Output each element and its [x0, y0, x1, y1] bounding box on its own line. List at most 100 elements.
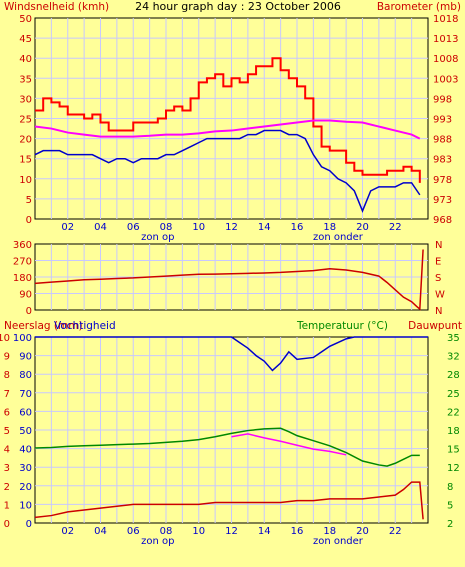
- climate-xtick: 22: [389, 526, 402, 537]
- wind-xtick: 08: [160, 222, 173, 233]
- temperature-ytick: 25: [447, 389, 460, 400]
- wind-xtick: 12: [225, 222, 238, 233]
- humidity-ytick: 90: [19, 352, 32, 363]
- direction-ytick: 270: [13, 257, 32, 268]
- dewpoint-axis-label: Dauwpunt: [408, 320, 462, 332]
- humidity-ytick: 70: [19, 389, 32, 400]
- climate-xtick: 14: [258, 526, 271, 537]
- wind-xtick: 20: [356, 222, 369, 233]
- temperature-ytick: 2: [447, 519, 453, 530]
- baro-ytick: 1013: [433, 34, 458, 45]
- wind-annotation: zon op: [141, 232, 174, 243]
- climate-xtick: 08: [160, 526, 173, 537]
- wind-xtick: 14: [258, 222, 271, 233]
- humidity-ytick: 0: [26, 519, 32, 530]
- wind-ytick: 0: [26, 215, 32, 226]
- humidity-ytick: 10: [19, 500, 32, 511]
- direction-ytick: 360: [13, 240, 32, 251]
- compass-ytick: N: [435, 306, 442, 317]
- compass-ytick: W: [435, 290, 445, 301]
- humidity-ytick: 100: [13, 333, 32, 344]
- wind-gust-line: [35, 57, 421, 183]
- wind-ytick: 45: [19, 34, 32, 45]
- temperature-axis-label: Temperatuur (°C): [296, 320, 388, 332]
- climate-annotation: zon onder: [313, 536, 364, 547]
- humidity-ytick: 20: [19, 482, 32, 493]
- rain-ytick: 3: [4, 463, 10, 474]
- rain-ytick: 0: [4, 519, 10, 530]
- wind-ytick: 35: [19, 74, 32, 85]
- compass-ytick: E: [435, 257, 441, 268]
- humidity-ytick: 60: [19, 407, 32, 418]
- wind-average-line: [34, 129, 421, 213]
- wind-xtick: 10: [192, 222, 205, 233]
- compass-ytick: N: [435, 240, 442, 251]
- wind-ytick: 40: [19, 54, 32, 65]
- humidity-ytick: 80: [19, 370, 32, 381]
- wind-ytick: 25: [19, 115, 32, 126]
- rain-ytick: 8: [4, 370, 10, 381]
- climate-xtick: 02: [61, 526, 74, 537]
- rain-ytick: 2: [4, 482, 10, 493]
- wind-annotation: zon onder: [313, 232, 364, 243]
- temperature-ytick: 28: [447, 370, 460, 381]
- direction-ytick: 180: [13, 273, 32, 284]
- rain-ytick: 9: [4, 352, 10, 363]
- wind-xtick: 16: [291, 222, 304, 233]
- temperature-ytick: 32: [447, 352, 460, 363]
- rain-ytick: 10: [0, 333, 10, 344]
- wind-speed-axis-label: Windsnelheid (kmh): [4, 1, 109, 13]
- climate-annotation: zon op: [141, 536, 174, 547]
- direction-ytick: 0: [26, 306, 32, 317]
- baro-ytick: 968: [433, 215, 452, 226]
- humidity-line: [35, 336, 428, 372]
- wind-direction-line: [34, 249, 424, 311]
- humidity-axis-label: Vochtigheid: [54, 320, 116, 332]
- baro-ytick: 973: [433, 195, 452, 206]
- climate-xtick: 20: [356, 526, 369, 537]
- humidity-ytick: 50: [19, 426, 32, 437]
- wind-ytick: 10: [19, 175, 32, 186]
- chart-title: 24 hour graph day : 23 October 2006: [135, 0, 341, 13]
- rain-ytick: 6: [4, 407, 10, 418]
- wind-ytick: 15: [19, 155, 32, 166]
- climate-xtick: 12: [225, 526, 238, 537]
- baro-ytick: 988: [433, 135, 452, 146]
- baro-ytick: 983: [433, 155, 452, 166]
- wind-ytick: 20: [19, 135, 32, 146]
- wind-xtick: 22: [389, 222, 402, 233]
- temperature-ytick: 5: [447, 500, 453, 511]
- wind-ytick: 5: [26, 195, 32, 206]
- humidity-ytick: 40: [19, 445, 32, 456]
- climate-xtick: 04: [94, 526, 107, 537]
- climate-xtick: 18: [323, 526, 336, 537]
- baro-ytick: 1018: [433, 14, 458, 25]
- temperature-ytick: 8: [447, 482, 453, 493]
- baro-ytick: 1008: [433, 54, 458, 65]
- temperature-ytick: 22: [447, 407, 460, 418]
- humidity-ytick: 30: [19, 463, 32, 474]
- climate-xtick: 06: [127, 526, 140, 537]
- temperature-ytick: 15: [447, 445, 460, 456]
- temperature-line: [34, 427, 420, 467]
- baro-ytick: 998: [433, 94, 452, 105]
- direction-ytick: 90: [19, 290, 32, 301]
- climate-xtick: 16: [291, 526, 304, 537]
- compass-ytick: S: [435, 273, 441, 284]
- baro-ytick: 978: [433, 175, 452, 186]
- rain-ytick: 5: [4, 426, 10, 437]
- wind-xtick: 04: [94, 222, 107, 233]
- baro-ytick: 1003: [433, 74, 458, 85]
- wind-ytick: 30: [19, 94, 32, 105]
- wind-ytick: 50: [19, 14, 32, 25]
- temperature-ytick: 35: [447, 333, 460, 344]
- wind-xtick: 02: [61, 222, 74, 233]
- barometer-line: [34, 119, 421, 140]
- rain-ytick: 1: [4, 500, 10, 511]
- wind-xtick: 06: [127, 222, 140, 233]
- climate-xtick: 10: [192, 526, 205, 537]
- rain-ytick: 7: [4, 389, 10, 400]
- rain-axis-label: Neerslag (mm): [4, 320, 83, 332]
